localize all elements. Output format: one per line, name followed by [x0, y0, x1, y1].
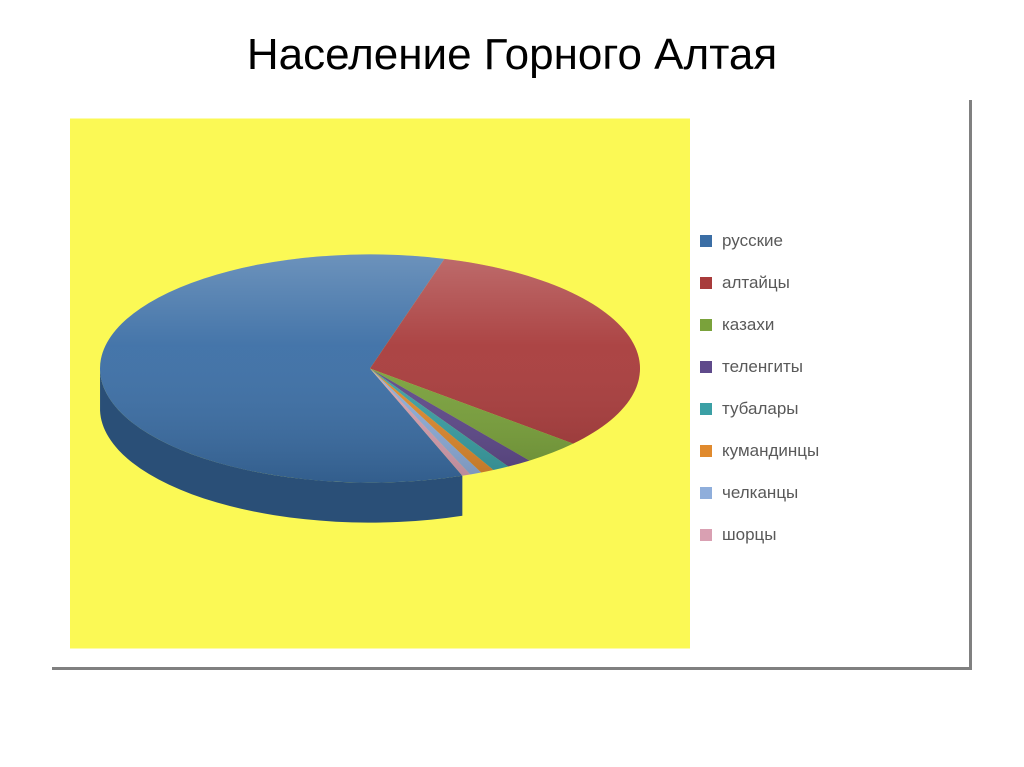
legend-label: алтайцы — [722, 273, 790, 293]
legend-item: тубалары — [700, 399, 951, 419]
legend-item: кумандинцы — [700, 441, 951, 461]
legend-swatch — [700, 235, 712, 247]
legend-item: русские — [700, 231, 951, 251]
legend-label: тубалары — [722, 399, 799, 419]
plot-area: русские алтайцы казахи теленгиты тубалары кум… — [70, 118, 951, 649]
legend-swatch — [700, 277, 712, 289]
legend-swatch — [700, 403, 712, 415]
legend-item: казахи — [700, 315, 951, 335]
legend-swatch — [700, 319, 712, 331]
legend-swatch — [700, 361, 712, 373]
legend-item: челканцы — [700, 483, 951, 503]
legend-item: теленгиты — [700, 357, 951, 377]
legend-label: челканцы — [722, 483, 798, 503]
legend-item: шорцы — [700, 525, 951, 545]
legend-item: алтайцы — [700, 273, 951, 293]
legend-label: казахи — [722, 315, 774, 335]
legend-label: русские — [722, 231, 783, 251]
legend-swatch — [700, 487, 712, 499]
legend-label: кумандинцы — [722, 441, 819, 461]
legend-label: шорцы — [722, 525, 777, 545]
legend-swatch — [700, 529, 712, 541]
slide: Население Горного Алтая русские алтайцы ка… — [0, 0, 1024, 767]
legend-label: теленгиты — [722, 357, 803, 377]
legend-swatch — [700, 445, 712, 457]
chart-container: русские алтайцы казахи теленгиты тубалары кум… — [52, 100, 972, 670]
page-title: Население Горного Алтая — [50, 30, 974, 80]
legend: русские алтайцы казахи теленгиты тубалары кум… — [690, 201, 951, 567]
pie-chart — [70, 118, 690, 649]
